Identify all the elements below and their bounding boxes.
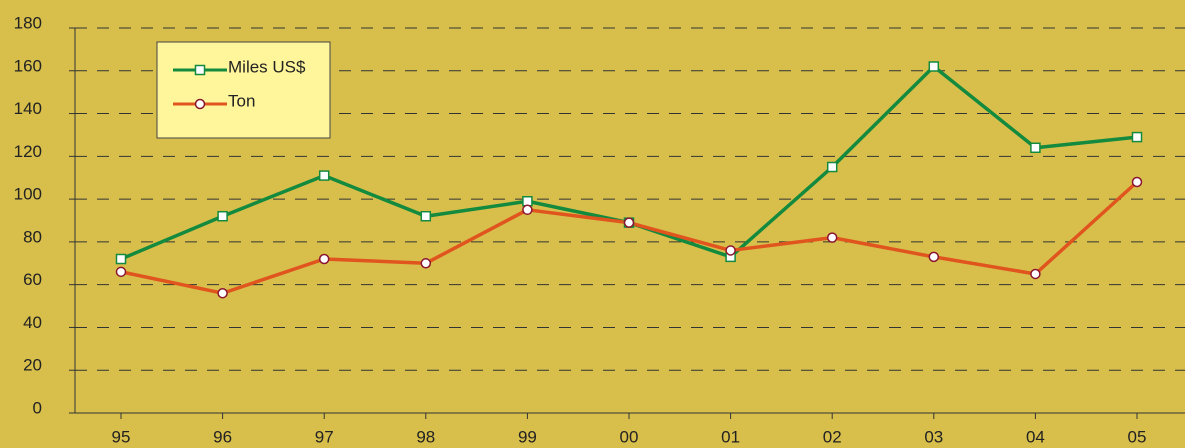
y-tick-label: 60 <box>23 270 42 289</box>
y-tick-label: 80 <box>23 227 42 246</box>
legend-marker <box>194 98 206 110</box>
marker <box>1131 176 1143 188</box>
x-tick-label: 96 <box>213 427 232 446</box>
x-tick-label: 03 <box>924 427 943 446</box>
legend-marker <box>194 64 206 76</box>
x-tick-label: 98 <box>416 427 435 446</box>
y-tick-label: 180 <box>14 13 42 32</box>
marker <box>725 245 736 256</box>
marker <box>522 204 533 216</box>
legend-label: Ton <box>228 91 255 110</box>
marker <box>217 287 228 299</box>
marker <box>522 196 533 207</box>
marker <box>217 210 228 222</box>
y-tick-label: 140 <box>14 99 42 118</box>
legend: Miles US$ Ton <box>156 41 331 139</box>
y-tick-label: 160 <box>14 56 42 75</box>
marker <box>928 251 940 263</box>
x-tick-label: 04 <box>1026 427 1045 446</box>
marker <box>115 253 127 265</box>
x-tick-label: 02 <box>823 427 842 446</box>
marker <box>1030 268 1041 280</box>
x-tick-label: 99 <box>518 427 537 446</box>
x-tick-label: 95 <box>112 427 131 446</box>
marker <box>826 161 838 173</box>
legend-box <box>156 41 331 139</box>
x-tick-label: 01 <box>721 427 740 446</box>
marker <box>1131 131 1143 143</box>
marker <box>318 170 330 181</box>
marker <box>1030 142 1041 154</box>
marker <box>623 217 635 228</box>
marker <box>318 253 330 265</box>
marker <box>928 61 940 72</box>
y-tick-label: 40 <box>23 313 42 332</box>
x-tick-label: 97 <box>315 427 334 446</box>
y-tick-label: 120 <box>14 142 42 161</box>
marker <box>826 232 838 243</box>
legend-label: Miles US$ <box>228 57 306 76</box>
y-tick-label: 20 <box>23 356 42 375</box>
x-tick-label: 05 <box>1128 427 1147 446</box>
marker <box>420 210 432 222</box>
marker <box>115 266 127 278</box>
y-tick-label: 100 <box>14 185 42 204</box>
y-tick-label: 0 <box>33 398 42 417</box>
marker <box>420 258 432 269</box>
x-tick-label: 00 <box>620 427 639 446</box>
